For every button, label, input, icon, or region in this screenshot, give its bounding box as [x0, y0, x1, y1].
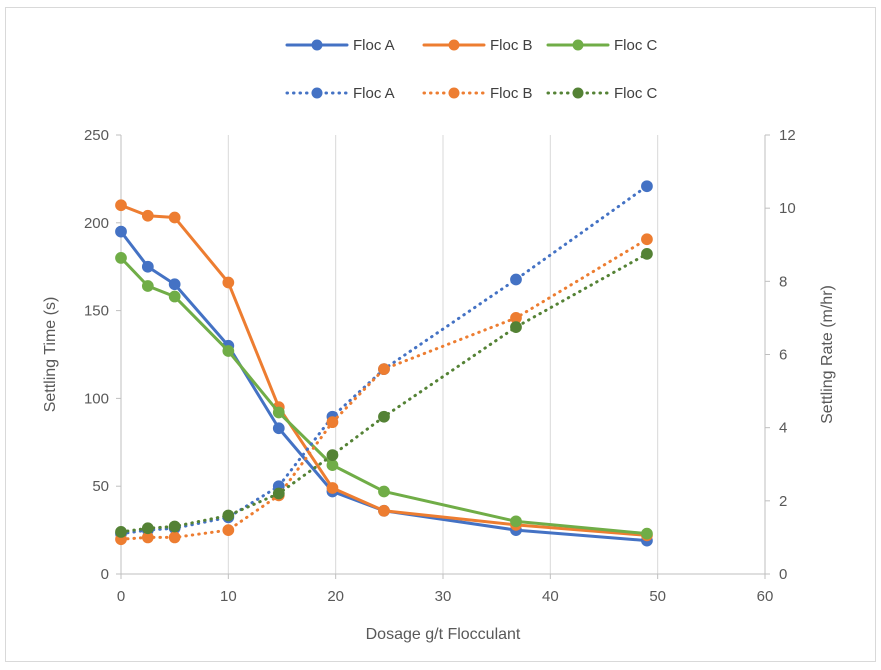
- data-point: [115, 199, 127, 212]
- data-point: [378, 504, 390, 517]
- legend-label: Floc C: [614, 37, 658, 54]
- y-right-tick-label: 12: [779, 127, 796, 144]
- data-point: [141, 260, 154, 273]
- data-point: [168, 211, 181, 224]
- legend-label: Floc A: [353, 37, 395, 54]
- data-point: [326, 416, 339, 429]
- legend-label: Floc B: [490, 37, 533, 54]
- legend-label: Floc A: [353, 85, 395, 102]
- data-point: [326, 459, 339, 472]
- y-right-tick-label: 2: [779, 493, 787, 510]
- y-right-tick-label: 4: [779, 420, 787, 437]
- x-tick-label: 0: [117, 588, 125, 605]
- x-tick-label: 60: [757, 588, 774, 605]
- data-point: [168, 520, 181, 533]
- y-right-tick-label: 10: [779, 200, 796, 217]
- data-point: [115, 225, 127, 238]
- y-right-tick-label: 0: [779, 566, 787, 583]
- legend-swatch-marker: [311, 39, 323, 51]
- series-line: [119, 184, 649, 536]
- grid-lines: [227, 135, 766, 574]
- data-point: [272, 487, 285, 500]
- series-floc-a-rate: [115, 180, 653, 540]
- y-left-axis-title: Settling Time (s): [42, 297, 59, 413]
- y-right-tick-label: 6: [779, 347, 787, 364]
- data-point: [378, 410, 390, 423]
- legend-label: Floc B: [490, 85, 533, 102]
- legend-item: Floc A: [285, 85, 395, 102]
- y-left-tick-label: 150: [84, 303, 109, 320]
- y-right-tick-label: 8: [779, 273, 787, 290]
- data-point: [115, 526, 127, 538]
- y-left-tick-label: 0: [101, 566, 109, 583]
- x-tick-label: 40: [542, 588, 559, 605]
- data-point: [222, 509, 235, 522]
- x-tick-label: 20: [327, 588, 344, 605]
- legend-item: Floc C: [546, 37, 658, 54]
- data-point: [168, 531, 181, 544]
- data-point: [378, 363, 390, 376]
- y-left-tick-label: 100: [84, 390, 109, 407]
- legend-swatch-marker: [311, 87, 323, 99]
- data-point: [115, 252, 127, 264]
- data-point: [510, 321, 522, 333]
- data-point: [326, 449, 339, 461]
- y-right-axis-title: Settling Rate (m/hr): [819, 285, 836, 424]
- tick-labels: 0 10 20 30 40 50 60 0 50 100 150 200 250 0 2 4 6 8 10 12: [84, 127, 796, 605]
- chart-frame: [5, 7, 876, 662]
- data-point: [272, 406, 285, 419]
- series-floc-c-rate: [115, 248, 653, 538]
- data-point: [141, 209, 154, 222]
- data-point: [141, 280, 154, 292]
- data-point: [641, 180, 653, 193]
- x-tick-label: 30: [435, 588, 452, 605]
- data-point: [222, 276, 235, 289]
- y-left-tick-label: 250: [84, 127, 109, 144]
- data-point: [641, 248, 653, 260]
- legend-swatch-marker: [448, 87, 460, 99]
- data-point: [222, 524, 235, 536]
- y-left-tick-label: 200: [84, 215, 109, 232]
- legend-item: Floc C: [546, 85, 658, 102]
- series-floc-a-time: [115, 225, 653, 547]
- legend-swatch-marker: [572, 39, 584, 51]
- data-point: [222, 345, 235, 357]
- series-layer: [115, 180, 653, 547]
- data-point: [141, 522, 154, 535]
- data-point: [641, 233, 653, 246]
- x-axis-title: Dosage g/t Flocculant: [366, 626, 521, 643]
- legend: Floc A Floc B Floc C Floc A Floc B Floc C: [285, 37, 658, 102]
- data-point: [168, 290, 181, 303]
- legend-swatch-marker: [448, 39, 460, 51]
- data-point: [168, 278, 181, 291]
- legend-item: Floc B: [422, 37, 533, 54]
- data-point: [510, 515, 522, 528]
- legend-swatch-marker: [572, 87, 584, 99]
- series-floc-c-time: [115, 252, 653, 540]
- x-tick-label: 10: [220, 588, 237, 605]
- data-point: [510, 273, 522, 286]
- y-left-tick-label: 50: [92, 478, 109, 495]
- x-tick-label: 50: [649, 588, 666, 605]
- data-point: [378, 485, 390, 498]
- legend-label: Floc C: [614, 85, 658, 102]
- legend-item: Floc A: [285, 37, 395, 54]
- data-point: [272, 422, 285, 435]
- data-point: [326, 482, 339, 494]
- data-point: [641, 527, 653, 540]
- series-floc-b-rate: [115, 233, 653, 546]
- legend-item: Floc B: [422, 85, 533, 102]
